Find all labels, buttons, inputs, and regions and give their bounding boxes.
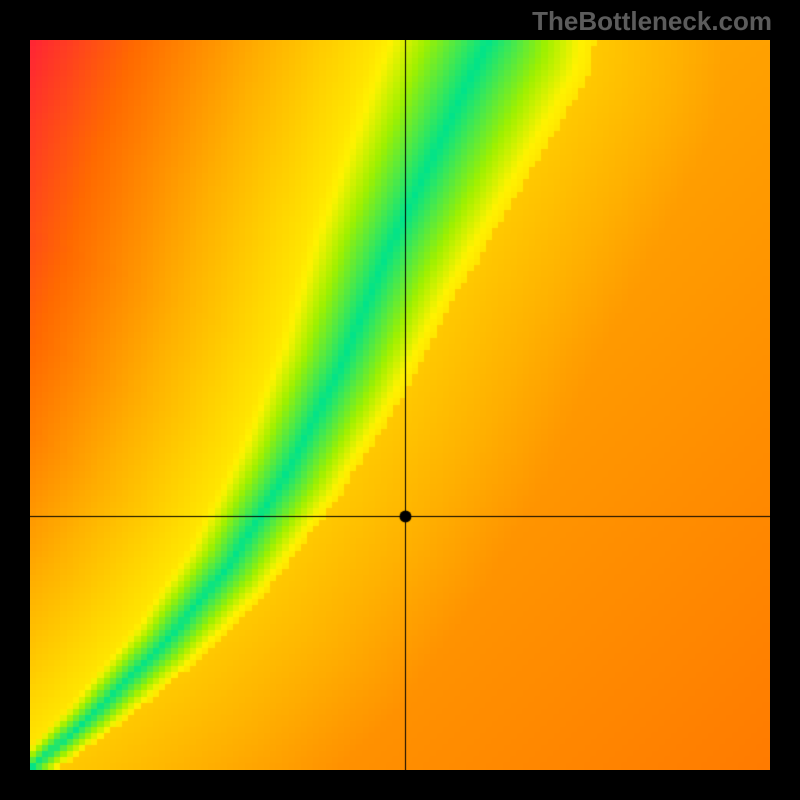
bottleneck-heatmap [30,40,770,770]
plot-container: TheBottleneck.com [0,0,800,800]
watermark-text: TheBottleneck.com [532,6,772,37]
